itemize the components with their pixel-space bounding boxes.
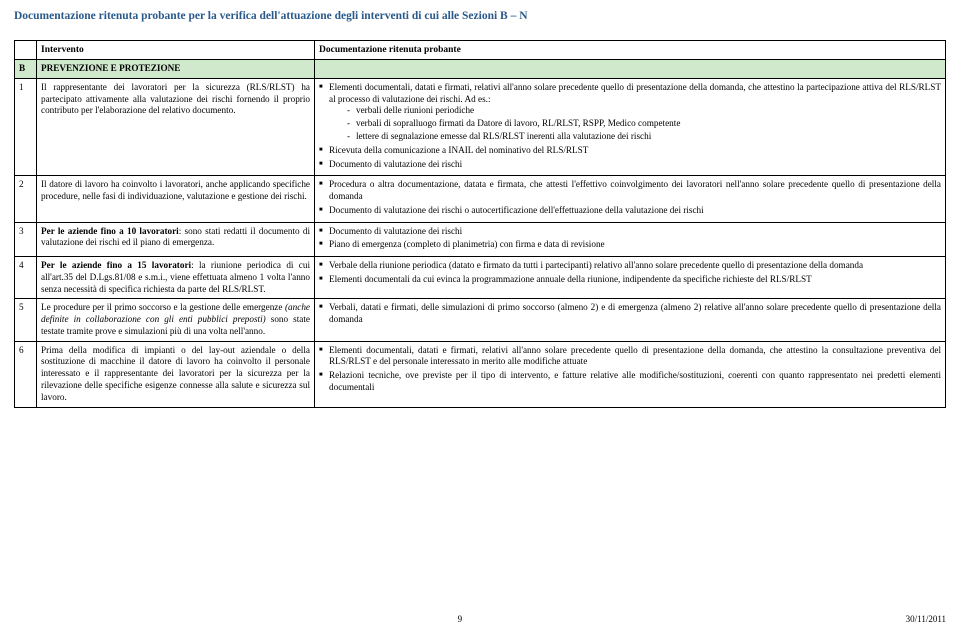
table-row: 1Il rappresentante dei lavoratori per la… xyxy=(15,78,946,175)
doc-item: Piano di emergenza (completo di planimet… xyxy=(319,239,941,251)
section-label: PREVENZIONE E PROTEZIONE xyxy=(37,60,315,79)
intervento-cell: Per le aziende fino a 15 lavoratori: la … xyxy=(37,257,315,299)
section-empty xyxy=(315,60,946,79)
row-number: 3 xyxy=(15,222,37,257)
intervento-cell: Il datore di lavoro ha coinvolto i lavor… xyxy=(37,176,315,222)
doc-cell: Documento di valutazione dei rischiPiano… xyxy=(315,222,946,257)
intervento-cell: Per le aziende fino a 10 lavoratori: son… xyxy=(37,222,315,257)
header-row: Intervento Documentazione ritenuta proba… xyxy=(15,41,946,60)
doc-item: Relazioni tecniche, ove previste per il … xyxy=(319,370,941,394)
page-title: Documentazione ritenuta probante per la … xyxy=(14,10,946,22)
doc-cell: Elementi documentali, datati e firmati, … xyxy=(315,341,946,407)
intervento-cell: Prima della modifica di impianti o del l… xyxy=(37,341,315,407)
table-row: 6Prima della modifica di impianti o del … xyxy=(15,341,946,407)
doc-list: Documento di valutazione dei rischiPiano… xyxy=(319,226,941,252)
doc-list: Elementi documentali, datati e firmati, … xyxy=(319,82,941,170)
doc-sublist: verbali delle riunioni periodicheverbali… xyxy=(329,105,941,142)
header-empty xyxy=(15,41,37,60)
doc-cell: Verbali, datati e firmati, delle simulaz… xyxy=(315,299,946,341)
doc-cell: Verbale della riunione periodica (datato… xyxy=(315,257,946,299)
table-row: 4Per le aziende fino a 15 lavoratori: la… xyxy=(15,257,946,299)
footer: 9 30/11/2011 xyxy=(14,614,946,624)
doc-item: Documento di valutazione dei rischi xyxy=(319,159,941,171)
row-number: 4 xyxy=(15,257,37,299)
table-row: 5Le procedure per il primo soccorso e la… xyxy=(15,299,946,341)
doc-item: Verbale della riunione periodica (datato… xyxy=(319,260,941,272)
doc-list: Verbale della riunione periodica (datato… xyxy=(319,260,941,286)
intervento-cell: Il rappresentante dei lavoratori per la … xyxy=(37,78,315,175)
table-row: 2Il datore di lavoro ha coinvolto i lavo… xyxy=(15,176,946,222)
doc-cell: Procedura o altra documentazione, datata… xyxy=(315,176,946,222)
section-letter: B xyxy=(15,60,37,79)
row-number: 1 xyxy=(15,78,37,175)
table-row: 3Per le aziende fino a 10 lavoratori: so… xyxy=(15,222,946,257)
doc-list: Verbali, datati e firmati, delle simulaz… xyxy=(319,302,941,326)
doc-item: Procedura o altra documentazione, datata… xyxy=(319,179,941,203)
doc-item: Documento di valutazione dei rischi o au… xyxy=(319,205,941,217)
header-doc: Documentazione ritenuta probante xyxy=(315,41,946,60)
doc-subitem: verbali delle riunioni periodiche xyxy=(347,105,941,117)
header-intervento: Intervento xyxy=(37,41,315,60)
doc-item: Ricevuta della comunicazione a INAIL del… xyxy=(319,145,941,157)
footer-date: 30/11/2011 xyxy=(906,614,946,624)
row-number: 2 xyxy=(15,176,37,222)
doc-item: Verbali, datati e firmati, delle simulaz… xyxy=(319,302,941,326)
intervento-cell: Le procedure per il primo soccorso e la … xyxy=(37,299,315,341)
page-number: 9 xyxy=(14,614,906,624)
row-number: 6 xyxy=(15,341,37,407)
doc-item: Elementi documentali, datati e firmati, … xyxy=(319,345,941,369)
doc-list: Elementi documentali, datati e firmati, … xyxy=(319,345,941,394)
doc-list: Procedura o altra documentazione, datata… xyxy=(319,179,941,216)
doc-item: Documento di valutazione dei rischi xyxy=(319,226,941,238)
doc-item: Elementi documentali da cui evinca la pr… xyxy=(319,274,941,286)
section-row: B PREVENZIONE E PROTEZIONE xyxy=(15,60,946,79)
row-number: 5 xyxy=(15,299,37,341)
doc-subitem: verbali di sopralluogo firmati da Datore… xyxy=(347,118,941,130)
doc-item: Elementi documentali, datati e firmati, … xyxy=(319,82,941,143)
main-table: Intervento Documentazione ritenuta proba… xyxy=(14,40,946,408)
doc-cell: Elementi documentali, datati e firmati, … xyxy=(315,78,946,175)
doc-subitem: lettere di segnalazione emesse dal RLS/R… xyxy=(347,131,941,143)
